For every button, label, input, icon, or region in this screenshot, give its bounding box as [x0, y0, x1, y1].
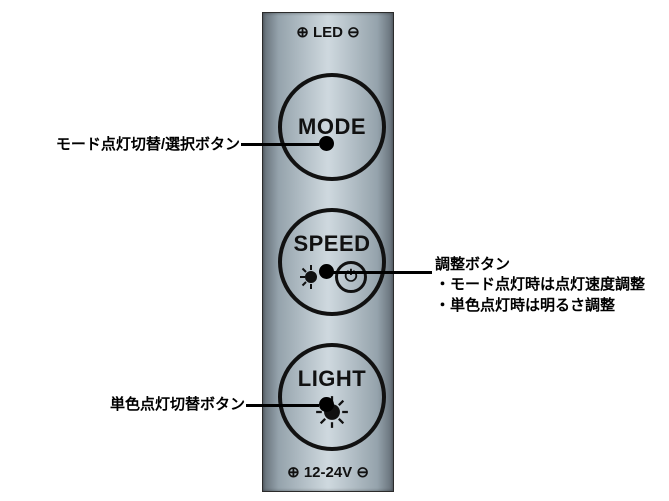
bottom-voltage-label: ⊕ 12-24V ⊖	[263, 463, 393, 481]
leader-line-mode	[241, 143, 319, 146]
light-button-text: LIGHT	[298, 366, 367, 392]
light-button[interactable]: LIGHT	[278, 343, 386, 451]
annotation-light: 単色点灯切替ボタン	[55, 395, 245, 415]
leader-dot-light	[319, 397, 334, 412]
leader-line-light	[246, 404, 319, 407]
annotation-speed-title: 調整ボタン	[435, 256, 510, 273]
leader-dot-mode	[319, 136, 334, 151]
power-icon: ⏻	[335, 261, 367, 293]
speed-button[interactable]: SPEED ⏻	[278, 208, 386, 316]
annotation-speed-sub2: ・単色点灯時は明るさ調整	[435, 297, 615, 314]
speed-button-text: SPEED	[293, 231, 370, 257]
mode-button-text: MODE	[298, 114, 366, 140]
controller-panel: ⊕ LED ⊖ MODE SPEED ⏻ LIGHT	[262, 12, 394, 492]
top-polarity-label: ⊕ LED ⊖	[263, 23, 393, 41]
mode-button[interactable]: MODE	[278, 73, 386, 181]
leader-dot-speed	[319, 264, 334, 279]
annotation-speed: 調整ボタン ・モード点灯時は点灯速度調整 ・単色点灯時は明るさ調整	[435, 255, 645, 316]
leader-line-speed	[332, 271, 432, 274]
annotation-mode: モード点灯切替/選択ボタン	[10, 135, 240, 155]
annotation-speed-sub1: ・モード点灯時は点灯速度調整	[435, 276, 645, 293]
